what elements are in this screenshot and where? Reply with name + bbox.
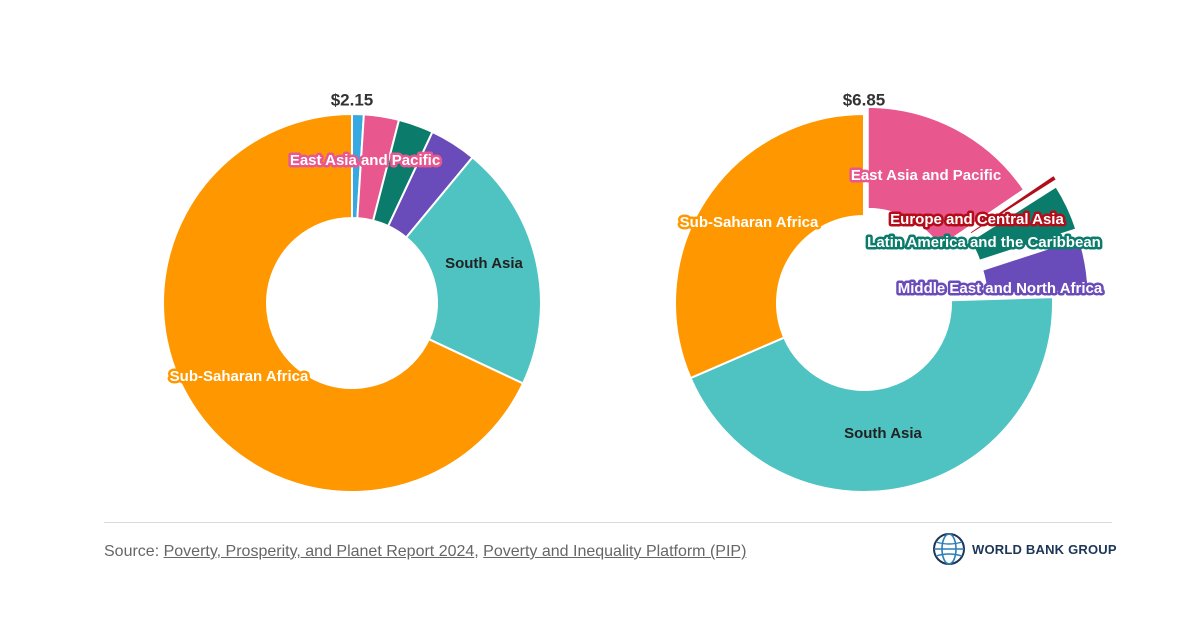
slice-middle-east-and-north-africa[interactable] (980, 237, 1090, 296)
slice-label-halo: Sub-Saharan Africa (170, 368, 309, 385)
slice-label-south-asia: South Asia (445, 255, 523, 272)
slice-label-middle-east-and-north-africa: Middle East and North Africa (898, 280, 1103, 297)
chart-title: $6.85 (843, 90, 886, 109)
slice-label-europe-and-central-asia: Europe and Central Asia (890, 211, 1064, 228)
slice-label-halo: Europe and Central Asia (890, 211, 1064, 228)
slice-europe-and-central-asia[interactable] (967, 173, 1059, 236)
slice-south-asia[interactable] (404, 155, 542, 385)
source-link-report[interactable]: Poverty, Prosperity, and Planet Report 2… (163, 543, 475, 560)
slice-label-sub-saharan-africa: Sub-Saharan Africa (170, 368, 309, 385)
source-prefix: Source: (104, 543, 164, 560)
source-separator: , (474, 543, 484, 560)
source-note: Source: Poverty, Prosperity, and Planet … (104, 543, 746, 561)
world-bank-logo[interactable]: WORLD BANK GROUP (932, 532, 1117, 566)
slice-label-latin-america-and-the-caribbean: Latin America and the Caribbean (867, 234, 1101, 251)
slice-label-halo: Sub-Saharan Africa (680, 214, 819, 231)
slice-label-sub-saharan-africa: Sub-Saharan Africa (680, 214, 819, 231)
brand-name: WORLD BANK GROUP (972, 541, 1117, 557)
slice-south-asia[interactable] (689, 296, 1054, 493)
slice-label-halo: Latin America and the Caribbean (867, 234, 1101, 251)
source-link-pip[interactable]: Poverty and Inequality Platform (PIP) (483, 543, 747, 560)
slice-label-south-asia: South Asia (844, 425, 922, 442)
slice-label-east-asia-and-pacific: East Asia and Pacific (851, 167, 1001, 184)
slice-sub-saharan-africa[interactable] (162, 112, 525, 493)
footer-divider (104, 522, 1112, 523)
chart-title: $2.15 (331, 90, 374, 109)
slice-label-halo: Middle East and North Africa (898, 280, 1103, 297)
slice-east-asia-and-pacific[interactable] (866, 105, 1026, 249)
globe-icon (933, 533, 965, 565)
slice-label-halo: East Asia and Pacific (290, 152, 440, 169)
slice-latin-america-and-the-caribbean[interactable] (968, 185, 1078, 263)
slice-label-east-asia-and-pacific: East Asia and Pacific (290, 152, 440, 169)
charts-area: East Asia and Pacific East Asia and Pacif… (162, 90, 1105, 493)
slice-label-halo: East Asia and Pacific (851, 167, 1001, 184)
slice-sub-saharan-africa[interactable] (674, 112, 865, 380)
